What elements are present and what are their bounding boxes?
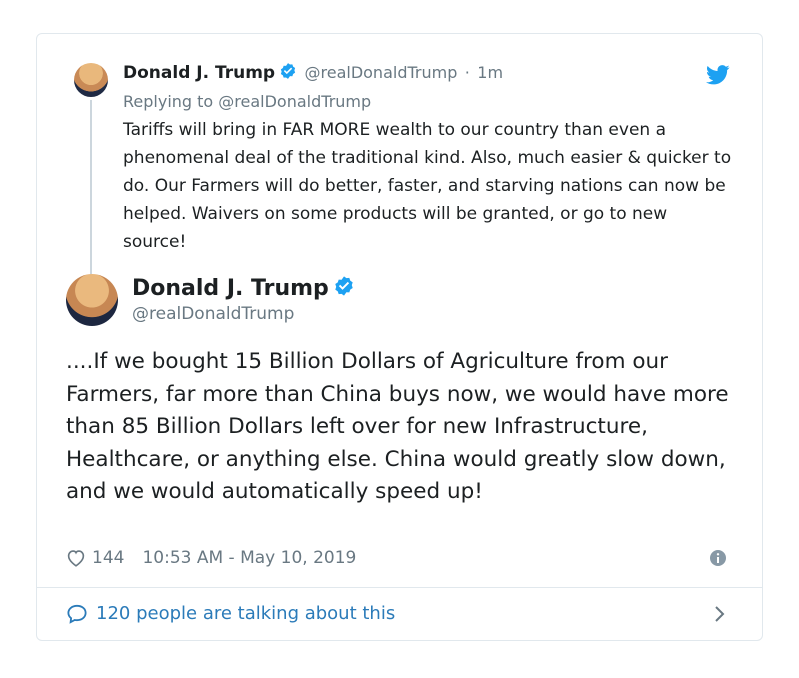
main-author-name-label: Donald J. Trump <box>132 276 329 301</box>
main-handle[interactable]: @realDonaldTrump <box>132 304 295 324</box>
talking-about-label: 120 people are talking about this <box>96 603 396 624</box>
footer-divider <box>37 587 762 588</box>
verified-badge-icon <box>279 62 297 86</box>
main-author-name[interactable]: Donald J. Trump <box>132 274 355 306</box>
parent-time[interactable]: 1m <box>477 63 504 82</box>
main-tweet-text: ....If we bought 15 Billion Dollars of A… <box>66 349 729 504</box>
parent-header: Donald J. Trump @realDonaldTrump · 1m <box>123 62 503 86</box>
verified-badge-icon <box>333 275 355 306</box>
thread-line <box>90 100 92 306</box>
timestamp[interactable]: 10:53 AM - May 10, 2019 <box>142 548 357 568</box>
parent-author-name[interactable]: Donald J. Trump <box>123 63 276 83</box>
replying-to[interactable]: Replying to @realDonaldTrump <box>123 92 372 111</box>
speech-bubble-icon <box>66 604 88 624</box>
tweet-meta-row: 144 10:53 AM - May 10, 2019 <box>66 544 356 572</box>
like-count[interactable]: 144 <box>92 548 125 568</box>
heart-icon[interactable] <box>66 549 86 567</box>
chevron-right-icon[interactable] <box>714 605 726 627</box>
parent-handle[interactable]: @realDonaldTrump <box>304 63 458 82</box>
meta-separator: · <box>464 63 470 82</box>
parent-avatar[interactable] <box>74 63 108 97</box>
talking-about-link[interactable]: 120 people are talking about this <box>66 601 395 627</box>
info-icon[interactable] <box>709 549 727 571</box>
main-avatar[interactable] <box>66 274 118 326</box>
tweet-card: Donald J. Trump @realDonaldTrump · 1m Re… <box>36 33 763 641</box>
twitter-bird-icon[interactable] <box>706 65 730 89</box>
parent-tweet-text: Tariffs will bring in FAR MORE wealth to… <box>123 120 732 252</box>
